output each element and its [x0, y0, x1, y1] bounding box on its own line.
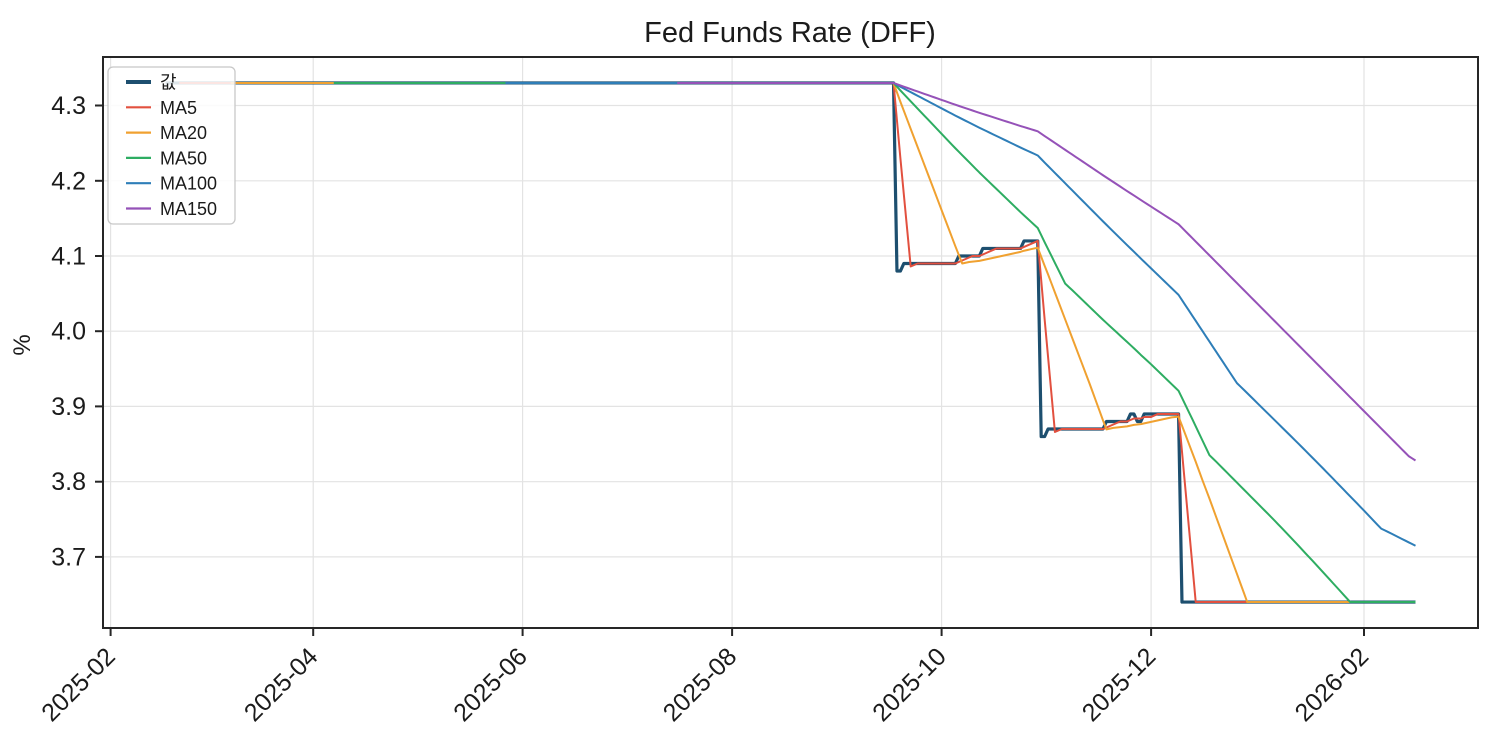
legend-label-ma150: MA150: [160, 199, 217, 219]
y-axis-label: %: [9, 334, 36, 355]
plot-frame: [102, 56, 1479, 629]
legend: 값 MA5 MA20 MA50 MA100 MA150: [107, 66, 236, 225]
plot-border: [102, 56, 1479, 629]
y-tick-label-3.9: 3.9: [51, 393, 86, 421]
series-line-ma5: [179, 81, 1416, 604]
legend-label-ma50: MA50: [160, 148, 207, 168]
x-tick-label-2025-08: 2025-08: [658, 642, 743, 727]
y-tick-label-4.1: 4.1: [51, 243, 86, 271]
series-lines: [165, 81, 1417, 604]
chart-title: Fed Funds Rate (DFF): [644, 17, 936, 49]
series-line-value: [165, 81, 1416, 604]
y-tick-label-4.0: 4.0: [51, 318, 86, 346]
series-line-ma100: [505, 81, 1416, 547]
legend-label-value: 값: [160, 73, 177, 93]
legend-label-ma20: MA20: [160, 123, 207, 143]
series-line-ma50: [333, 81, 1416, 604]
x-tick-label-2025-10: 2025-10: [867, 642, 952, 727]
y-tick-label-3.8: 3.8: [51, 468, 86, 496]
x-tick-label-2025-06: 2025-06: [448, 642, 533, 727]
x-tick-label-2025-02: 2025-02: [36, 642, 121, 727]
gridlines: [103, 57, 1478, 628]
legend-label-ma100: MA100: [160, 174, 217, 194]
y-tick-label-4.2: 4.2: [51, 167, 86, 195]
axis-ticks-and-labels: 4.3 4.2 4.1 4.0 3.9 3.8 3.7 2025-02 2025-04 2025-…: [36, 92, 1374, 727]
series-line-ma150: [677, 81, 1417, 462]
x-tick-label-2025-04: 2025-04: [239, 642, 324, 727]
y-tick-label-3.7: 3.7: [51, 543, 86, 571]
x-tick-label-2026-02: 2026-02: [1290, 642, 1375, 727]
y-tick-label-4.3: 4.3: [51, 92, 86, 120]
series-line-ma20: [230, 81, 1416, 604]
x-tick-label-2025-12: 2025-12: [1077, 642, 1162, 727]
legend-label-ma5: MA5: [160, 98, 197, 118]
